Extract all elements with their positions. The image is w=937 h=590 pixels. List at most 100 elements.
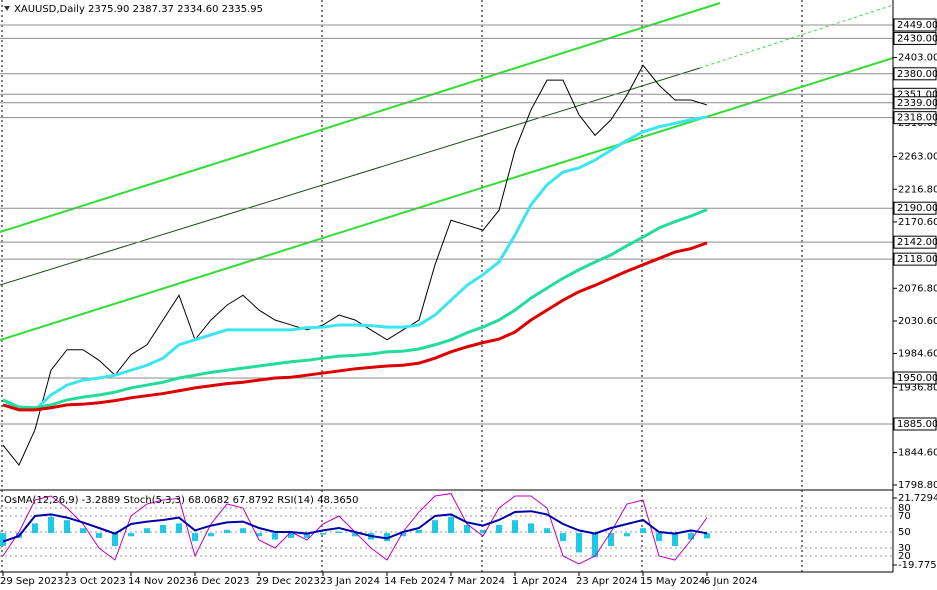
x-tick-label: 23 Jan 2024	[320, 576, 380, 587]
level-label: 2190.00	[897, 203, 937, 214]
level-label: 1885.00	[897, 419, 937, 430]
histogram-bar	[176, 523, 182, 534]
level-label: 1950.00	[897, 373, 937, 384]
histogram-bar	[608, 533, 614, 546]
histogram-bar	[560, 533, 566, 542]
y-tick-label: 2216.80	[898, 184, 937, 195]
series-line	[2, 241, 708, 412]
channel-lower	[0, 57, 894, 341]
x-tick-label: 15 May 2024	[640, 576, 705, 587]
level-label: 2318.00	[897, 113, 937, 124]
y-tick-label: 2263.00	[898, 152, 937, 163]
histogram-bar	[96, 533, 102, 538]
series-line	[2, 115, 708, 412]
histogram-bar	[112, 533, 118, 546]
histogram-bar	[320, 533, 326, 535]
histogram-bar	[304, 533, 310, 538]
histogram-bar	[128, 533, 134, 537]
histogram-bar	[464, 525, 470, 534]
series-line	[2, 510, 708, 543]
histogram-bar	[192, 533, 198, 542]
histogram-bar	[592, 533, 598, 558]
level-label: 2430.00	[897, 33, 937, 44]
x-tick-label: 29 Sep 2023	[0, 576, 63, 587]
x-tick-label: 6 Dec 2023	[192, 576, 250, 587]
histogram-bar	[672, 533, 678, 546]
level-box	[893, 67, 937, 81]
histogram-bar	[32, 523, 38, 534]
channel-mid	[0, 67, 701, 286]
y-tick-label: 1798.80	[898, 480, 937, 491]
level-box	[893, 417, 937, 431]
histogram-bar	[512, 520, 518, 534]
level-label: 2380.00	[897, 69, 937, 80]
x-tick-label: 14 Feb 2024	[384, 576, 446, 587]
level-box	[893, 111, 937, 125]
y-tick-label: 2030.60	[898, 316, 937, 327]
y-tick-label: 1936.80	[898, 382, 937, 393]
histogram-bar	[336, 531, 342, 534]
histogram-bar	[272, 533, 278, 540]
x-tick-label: 14 Nov 2023	[128, 576, 192, 587]
y-tick-label: 20	[898, 551, 911, 562]
histogram-bar	[656, 533, 662, 542]
histogram-bar	[224, 529, 230, 534]
histogram-bar	[240, 528, 246, 534]
histogram-bar	[528, 523, 534, 534]
histogram-bar	[448, 516, 454, 534]
histogram-bar	[496, 525, 502, 534]
histogram-bar	[640, 528, 646, 534]
histogram-bar	[576, 533, 582, 553]
histogram-bar	[432, 520, 438, 534]
histogram-bar	[416, 529, 422, 534]
x-tick-label: 23 Oct 2023	[64, 576, 126, 587]
plot	[0, 24, 897, 566]
series-line	[2, 64, 708, 466]
level-box	[893, 252, 937, 266]
level-label: 2351.00	[897, 89, 937, 100]
y-tick-label: 2076.80	[898, 283, 937, 294]
histogram-bar	[624, 533, 630, 537]
y-tick-label: 50	[898, 527, 911, 538]
level-box	[893, 31, 937, 45]
histogram-bar	[400, 533, 406, 537]
vertical-grid	[1, 0, 803, 572]
histogram-bar	[64, 520, 70, 534]
channel-mid-extension	[699, 4, 894, 69]
histogram-bar	[352, 533, 358, 537]
histogram-bar	[704, 533, 710, 539]
histogram-bar	[0, 533, 6, 546]
y-tick-label: 2403.00	[898, 53, 937, 64]
level-label: 2118.00	[897, 254, 937, 265]
level-box	[893, 96, 937, 110]
histogram-bar	[480, 529, 486, 534]
level-box	[893, 18, 937, 32]
menu-icon	[4, 6, 10, 11]
histogram-bar	[688, 533, 694, 540]
histogram-bar	[80, 528, 86, 534]
level-box	[893, 235, 937, 249]
chart-title: XAUUSD,Daily 2375.90 2387.37 2334.60 233…	[14, 4, 263, 15]
y-tick-label: 70	[898, 511, 911, 522]
x-tick-label: 7 Mar 2024	[448, 576, 505, 587]
level-label: 2339.00	[897, 98, 937, 109]
histogram-bar	[48, 516, 54, 534]
histogram-bar	[208, 533, 214, 537]
y-tick-label: 80	[898, 503, 911, 514]
histogram-bar	[544, 528, 550, 534]
histogram-bar	[384, 533, 390, 542]
series-line	[2, 208, 708, 410]
indicator-title: OsMA(12,26,9) -3.2889 Stoch(5,3,3) 68.06…	[4, 495, 359, 506]
x-tick-label: 6 Jun 2024	[704, 576, 758, 587]
level-box	[893, 201, 937, 215]
x-tick-label: 23 Apr 2024	[576, 576, 638, 587]
y2-tick-label: 21.7294	[898, 493, 937, 504]
y-tick-label: 1844.60	[898, 448, 937, 459]
level-label: 2142.00	[897, 237, 937, 248]
y-tick-label: 30	[898, 543, 911, 554]
y2-tick-label: -19.7752	[898, 560, 937, 571]
x-tick-label: 29 Dec 2023	[256, 576, 320, 587]
y-tick-label: 1984.60	[898, 349, 937, 360]
